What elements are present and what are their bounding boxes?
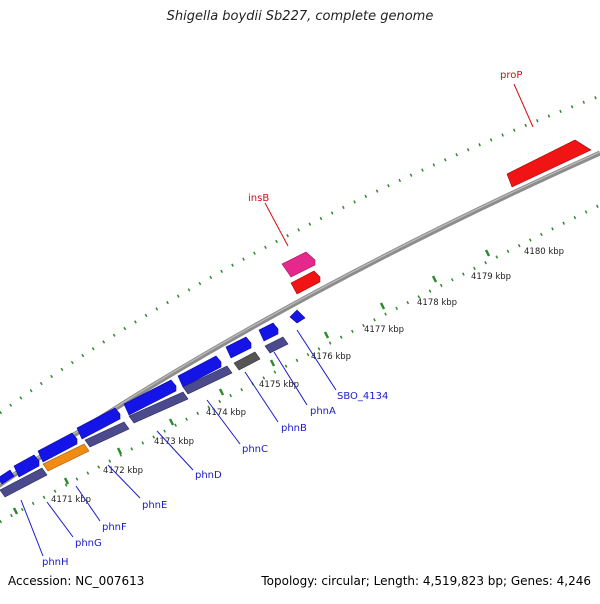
gene-arrow[interactable] <box>0 467 48 498</box>
major-tick <box>323 331 330 339</box>
gene-label: SBO_4134 <box>337 391 388 402</box>
gene-arrow[interactable] <box>289 309 306 324</box>
kbp-label: 4172 kbp <box>103 466 143 476</box>
leader-line <box>20 499 44 557</box>
leader-line <box>46 501 74 538</box>
gene-arrow[interactable] <box>258 322 279 342</box>
gene-arrow[interactable] <box>225 336 252 359</box>
kbp-label: 4179 kbp <box>471 272 511 282</box>
kbp-label: 4171 kbp <box>51 495 91 505</box>
major-tick <box>484 249 491 257</box>
major-tick <box>431 275 438 283</box>
gene-arrow[interactable] <box>128 391 189 424</box>
major-tick <box>218 388 225 396</box>
gene-arrow[interactable] <box>182 365 233 395</box>
gene-arrow[interactable] <box>177 355 222 388</box>
major-tick <box>12 507 19 515</box>
reverse-genes <box>0 336 289 498</box>
leader-line <box>513 83 534 128</box>
leader-line <box>107 464 141 499</box>
gene-label: phnF <box>102 522 127 533</box>
gene-arrow[interactable] <box>84 421 130 448</box>
gene-label: phnE <box>142 500 167 511</box>
gene-label: phnC <box>242 444 268 455</box>
leader-line <box>296 329 337 391</box>
accession-text: Accession: NC_007613 <box>8 574 145 588</box>
gene-label: phnH <box>42 557 69 568</box>
major-tick <box>168 418 175 426</box>
kbp-label: 4176 kbp <box>311 352 351 362</box>
gene-arrow[interactable] <box>0 469 15 485</box>
leader-line <box>244 371 279 423</box>
kbp-label: 4173 kbp <box>154 437 194 447</box>
forward-genes <box>0 139 592 485</box>
gene-arrow[interactable] <box>76 407 121 440</box>
gene-label: phnA <box>310 406 336 417</box>
map-title: Shigella boydii Sb227, complete genome <box>166 9 434 24</box>
gene-arrow[interactable] <box>123 379 177 416</box>
major-tick <box>116 447 123 455</box>
gene-label: phnB <box>281 423 307 434</box>
leader-line <box>75 485 101 522</box>
kbp-label: 4177 kbp <box>364 325 404 335</box>
gene-label: phnG <box>75 538 102 549</box>
major-tick <box>269 359 276 367</box>
kbp-label: 4175 kbp <box>259 380 299 390</box>
gene-arrow[interactable] <box>290 270 321 295</box>
gene-label: insB <box>248 193 269 204</box>
leader-line <box>264 202 289 247</box>
gene-arrow[interactable] <box>13 454 40 478</box>
gene-arrow[interactable] <box>37 432 78 463</box>
major-tick <box>379 302 386 310</box>
genome-summary-text: Topology: circular; Length: 4,519,823 bp… <box>261 574 591 588</box>
leader-line <box>273 351 308 406</box>
gene-arrow[interactable] <box>233 351 261 371</box>
gene-arrow[interactable] <box>42 443 90 472</box>
gene-label: phnD <box>195 470 222 481</box>
inner-tick-ring <box>0 203 600 524</box>
major-tick <box>63 477 70 485</box>
major-ticks <box>12 249 491 515</box>
kbp-label: 4178 kbp <box>417 298 457 308</box>
gene-label: proP <box>500 70 522 81</box>
kbp-label: 4180 kbp <box>524 247 564 257</box>
gene-arrow[interactable] <box>264 336 289 354</box>
upper-label-leaders <box>264 83 534 247</box>
kbp-label: 4174 kbp <box>206 408 246 418</box>
gene-arrow[interactable] <box>281 251 316 278</box>
gene-arrow[interactable] <box>506 139 592 188</box>
gene-label-leaders <box>20 329 337 557</box>
leader-line <box>206 399 241 445</box>
leader-line <box>156 430 194 471</box>
outer-tick-ring <box>0 94 600 415</box>
